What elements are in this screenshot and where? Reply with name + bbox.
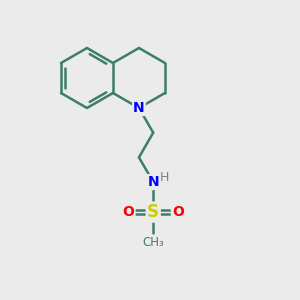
Text: CH₃: CH₃ — [142, 236, 164, 249]
Text: O: O — [123, 205, 134, 219]
Text: O: O — [172, 205, 184, 219]
Text: N: N — [147, 175, 159, 189]
Text: S: S — [147, 203, 159, 221]
Text: N: N — [133, 101, 145, 115]
Text: H: H — [160, 171, 169, 184]
